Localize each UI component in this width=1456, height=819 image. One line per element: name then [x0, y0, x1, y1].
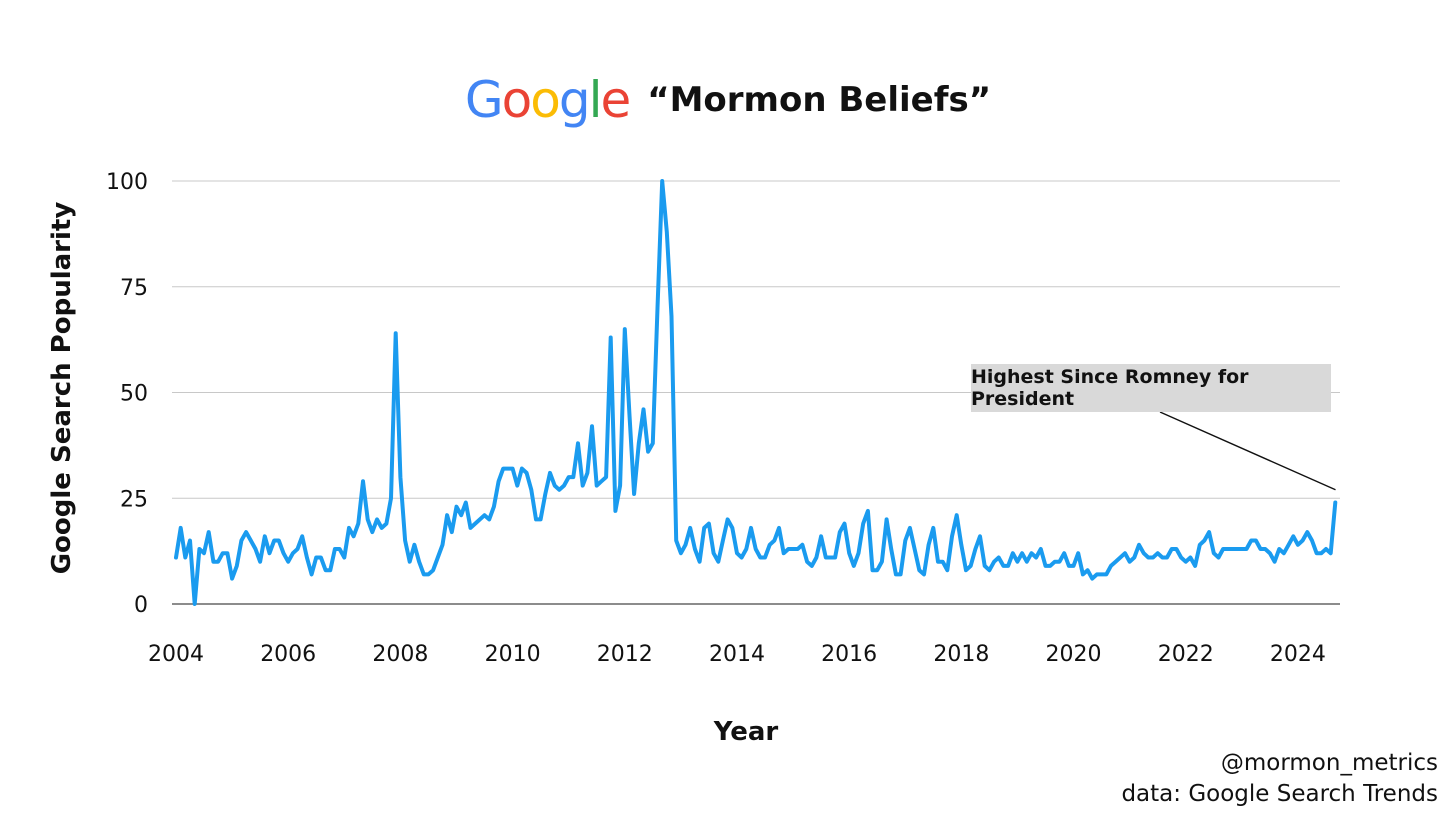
x-tick-label: 2016 — [821, 642, 877, 667]
y-tick-label: 100 — [106, 170, 148, 195]
x-tick-label: 2008 — [372, 642, 428, 667]
chart-title: “Mormon Beliefs” — [647, 80, 992, 120]
google-logo: Google — [465, 75, 631, 125]
x-tick-label: 2018 — [933, 642, 989, 667]
x-axis-label: Year — [713, 717, 779, 747]
logo-letter: o — [530, 71, 561, 129]
y-tick-label: 0 — [134, 593, 148, 618]
x-tick-label: 2014 — [709, 642, 765, 667]
series-line — [174, 179, 1338, 606]
annotation-box: Highest Since Romney for President — [971, 364, 1331, 412]
x-tick-label: 2024 — [1270, 642, 1326, 667]
x-tick-label: 2020 — [1046, 642, 1102, 667]
logo-letter: l — [588, 71, 603, 129]
credit-block: @mormon_metrics data: Google Search Tren… — [1121, 748, 1438, 810]
logo-letter: G — [464, 71, 504, 129]
x-tick-label: 2022 — [1158, 642, 1214, 667]
x-tick-label: 2004 — [148, 642, 204, 667]
y-tick-label: 25 — [120, 487, 148, 512]
logo-letter: g — [558, 71, 591, 129]
y-tick-label: 75 — [120, 276, 148, 301]
chart-header: Google “Mormon Beliefs” — [0, 68, 1456, 132]
credit-source: data: Google Search Trends — [1121, 781, 1438, 807]
x-tick-label: 2010 — [485, 642, 541, 667]
logo-letter: o — [501, 71, 533, 129]
logo-letter: e — [600, 71, 631, 129]
credit-handle: @mormon_metrics — [1220, 750, 1438, 776]
x-tick-label: 2006 — [260, 642, 316, 667]
annotation-pointer — [1159, 411, 1336, 491]
x-tick-label: 2012 — [597, 642, 653, 667]
y-tick-label: 50 — [120, 382, 148, 407]
y-axis-label: Google Search Popularity — [47, 202, 77, 575]
